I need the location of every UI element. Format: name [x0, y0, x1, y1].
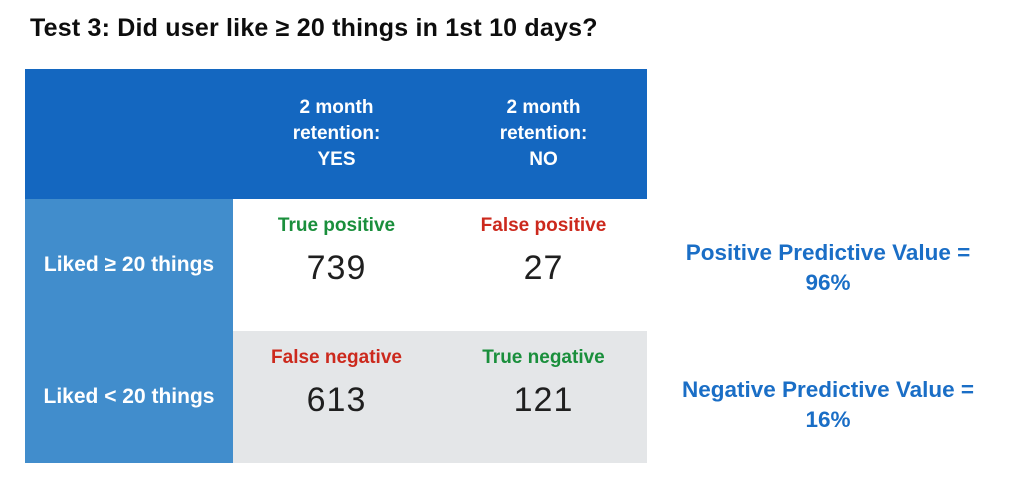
npv-annotation: Negative Predictive Value = 16% — [648, 375, 1008, 435]
confusion-matrix-table: 2 month retention: YES 2 month retention… — [25, 69, 647, 463]
annotation-value: 16% — [805, 407, 851, 432]
row-label-liked-lt-20: Liked < 20 things — [25, 331, 233, 463]
page-title: Test 3: Did user like ≥ 20 things in 1st… — [30, 14, 598, 42]
cell-tag-label: False negative — [271, 347, 402, 368]
cell-value: 121 — [513, 381, 574, 419]
cell-tag-label: True negative — [482, 347, 605, 368]
column-header-retention-yes: 2 month retention: YES — [233, 69, 440, 199]
header-corner-cell — [25, 69, 233, 199]
cell-tag-label: True positive — [277, 215, 396, 236]
ppv-annotation: Positive Predictive Value = 96% — [648, 238, 1008, 298]
cell-value: 27 — [523, 249, 564, 287]
row-label-liked-gte-20: Liked ≥ 20 things — [25, 199, 233, 331]
column-header-retention-no: 2 month retention: NO — [440, 69, 647, 199]
matrix-cell-true-negative: True negative 121 — [440, 331, 647, 463]
annotation-value: 96% — [805, 270, 851, 295]
cell-tag-label: False positive — [480, 215, 607, 236]
annotation-label: Negative Predictive Value = — [681, 377, 975, 402]
matrix-cell-false-positive: False positive 27 — [440, 199, 647, 331]
cell-value: 739 — [306, 249, 367, 287]
matrix-cell-false-negative: False negative 613 — [233, 331, 440, 463]
cell-value: 613 — [306, 381, 367, 419]
matrix-cell-true-positive: True positive 739 — [233, 199, 440, 331]
annotation-label: Positive Predictive Value = — [685, 240, 971, 265]
